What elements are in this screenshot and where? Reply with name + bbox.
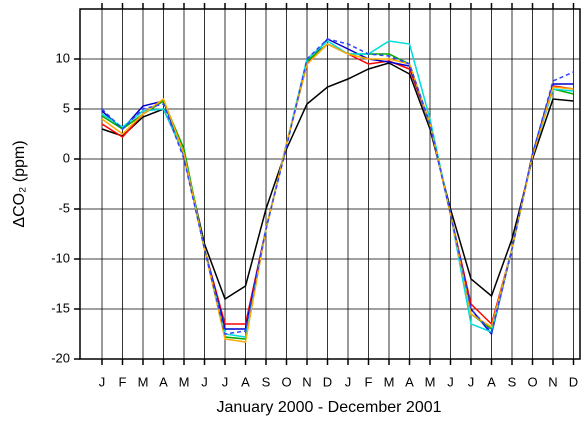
x-tick-label: A (487, 374, 496, 389)
x-tick-label: J (99, 374, 106, 389)
x-tick-label: S (508, 374, 517, 389)
x-tick-label: O (281, 374, 291, 389)
x-tick-label: D (569, 374, 578, 389)
x-axis-title: January 2000 - December 2001 (216, 399, 441, 416)
x-tick-label: M (138, 374, 149, 389)
x-tick-label: N (548, 374, 557, 389)
x-tick-label: O (527, 374, 537, 389)
series-line (101, 40, 574, 338)
x-tick-label: J (345, 374, 352, 389)
x-tick-label: J (222, 374, 229, 389)
x-tick-label: M (425, 374, 436, 389)
plot-frame (79, 8, 581, 360)
x-tick-label: J (447, 374, 454, 389)
x-tick-label: J (201, 374, 208, 389)
x-tick-label: N (302, 374, 311, 389)
y-tick-label: -20 (51, 350, 70, 365)
x-tick-label: S (262, 374, 271, 389)
y-tick-label: -15 (51, 300, 70, 315)
series-line (101, 38, 574, 335)
x-tick-label: A (241, 374, 250, 389)
x-tick-label: D (323, 374, 332, 389)
y-tick-label: 5 (63, 100, 70, 115)
y-tick-label: -10 (51, 250, 70, 265)
series-line (101, 43, 574, 340)
x-tick-label: J (468, 374, 475, 389)
y-tick-label: 10 (56, 50, 70, 65)
series-line (101, 62, 574, 301)
x-tick-label: M (384, 374, 395, 389)
x-tick-label: M (179, 374, 190, 389)
x-tick-label: F (119, 374, 127, 389)
y-tick-label: -5 (58, 200, 70, 215)
y-tick-label: 0 (63, 150, 70, 165)
x-tick-label: F (365, 374, 373, 389)
x-tick-label: A (405, 374, 414, 389)
y-axis-title: ΔCO₂ (ppm) (11, 140, 28, 227)
x-tick-label: A (159, 374, 168, 389)
series-line (101, 43, 574, 343)
